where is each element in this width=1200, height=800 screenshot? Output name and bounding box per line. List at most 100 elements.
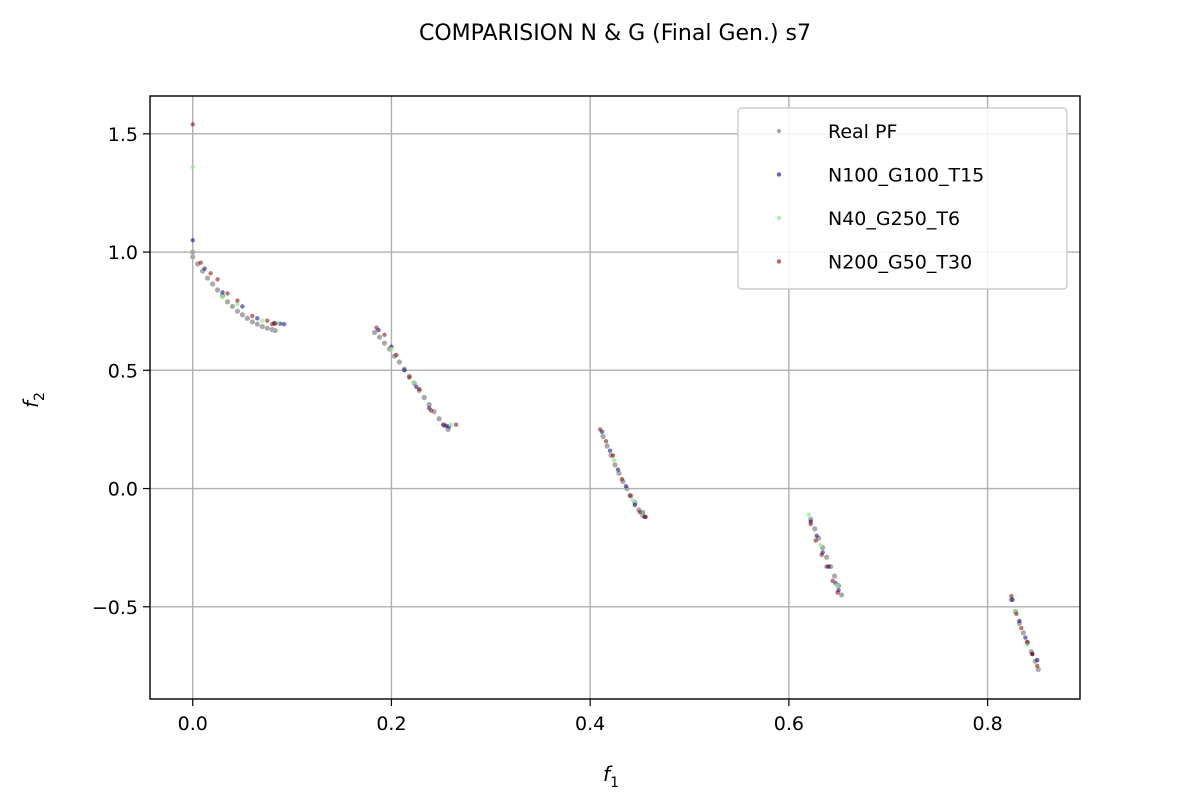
series-group: [190, 164, 1030, 647]
data-point: [214, 287, 221, 293]
data-point: [421, 394, 427, 401]
data-point: [215, 277, 220, 282]
x-tick-label: 0.2: [376, 713, 406, 735]
legend-marker: [776, 172, 782, 177]
data-point: [209, 281, 216, 287]
data-point: [643, 514, 649, 520]
chart-title: COMPARISION N & G (Final Gen.) s7: [419, 21, 811, 46]
data-point: [190, 249, 196, 255]
data-point: [264, 325, 270, 331]
data-point: [834, 583, 839, 588]
x-tick-label: 0.8: [972, 713, 1002, 735]
legend-label: N200_G50_T30: [828, 252, 972, 274]
data-point: [830, 578, 835, 583]
data-point: [838, 592, 845, 598]
data-point: [255, 316, 260, 321]
data-point: [190, 164, 195, 170]
data-point: [244, 315, 250, 321]
series-group: [190, 122, 1040, 669]
data-point: [835, 590, 840, 595]
data-point: [1009, 593, 1014, 599]
data-point: [220, 290, 225, 295]
data-point: [453, 422, 459, 427]
data-point: [824, 554, 830, 560]
data-point: [229, 303, 236, 310]
data-point: [610, 453, 616, 458]
data-point: [1023, 635, 1028, 640]
data-point: [814, 533, 819, 539]
data-point: [428, 408, 434, 413]
x-tick-label: 0.0: [178, 713, 208, 735]
data-point: [819, 552, 824, 557]
data-point: [600, 433, 606, 440]
data-point: [627, 493, 633, 498]
data-point: [239, 312, 246, 318]
data-point: [615, 467, 621, 472]
data-point: [604, 443, 610, 449]
data-point: [407, 375, 412, 380]
data-point: [623, 483, 629, 489]
data-point: [616, 470, 622, 476]
legend-marker: [776, 128, 782, 134]
data-point: [190, 238, 195, 243]
legend-marker: [776, 259, 782, 264]
legend-label: Real PF: [828, 121, 897, 143]
data-point: [607, 448, 613, 453]
plot-frame: [149, 95, 1081, 700]
data-point: [371, 329, 378, 336]
data-point: [381, 340, 388, 346]
data-point: [632, 502, 638, 508]
data-point: [1014, 611, 1019, 617]
series-group: [190, 249, 1041, 673]
data-point: [374, 325, 379, 330]
data-point: [235, 301, 240, 307]
data-point: [603, 439, 609, 444]
data-point: [612, 462, 618, 468]
data-point: [205, 275, 211, 281]
data-point: [202, 266, 207, 271]
data-point: [190, 254, 196, 260]
data-point: [426, 401, 432, 408]
y-tick-label: 1.0: [108, 242, 138, 264]
data-point: [235, 298, 240, 303]
data-point: [824, 564, 829, 569]
data-point: [260, 318, 265, 323]
data-point: [265, 318, 270, 323]
y-tick-label: 1.5: [108, 124, 138, 146]
x-axis-label: f1: [603, 762, 619, 791]
legend-marker: [776, 215, 782, 221]
data-point: [1019, 625, 1024, 631]
legend: Real PF N100_G100_T15 N40_G250_T6 N200_G50_…: [737, 107, 1068, 290]
data-point: [254, 321, 260, 327]
data-point: [812, 526, 818, 532]
data-point: [818, 543, 823, 548]
data-point: [396, 359, 402, 365]
data-point: [220, 294, 225, 300]
data-point: [411, 379, 416, 385]
data-point: [448, 422, 454, 427]
legend-box: [737, 107, 1068, 290]
data-point: [611, 457, 617, 463]
data-point: [402, 368, 407, 373]
data-point: [394, 352, 399, 358]
data-point: [414, 384, 419, 390]
data-point: [198, 260, 203, 265]
data-point: [281, 321, 287, 327]
data-point: [259, 323, 265, 330]
data-point: [272, 327, 278, 334]
x-tick-label: 0.4: [575, 713, 605, 735]
y-axis-label-subscript: 2: [32, 392, 48, 401]
data-point: [1035, 663, 1040, 669]
data-point: [808, 521, 813, 527]
data-point: [190, 122, 195, 127]
y-tick-label: 0.5: [108, 360, 138, 382]
data-point: [249, 319, 255, 325]
legend-label: N40_G250_T6: [828, 208, 960, 230]
data-point: [637, 509, 643, 515]
series-group: [190, 238, 1040, 663]
data-point: [417, 387, 422, 392]
data-point: [1025, 640, 1030, 645]
data-point: [831, 573, 838, 579]
data-point: [376, 334, 383, 340]
data-point: [224, 299, 231, 305]
